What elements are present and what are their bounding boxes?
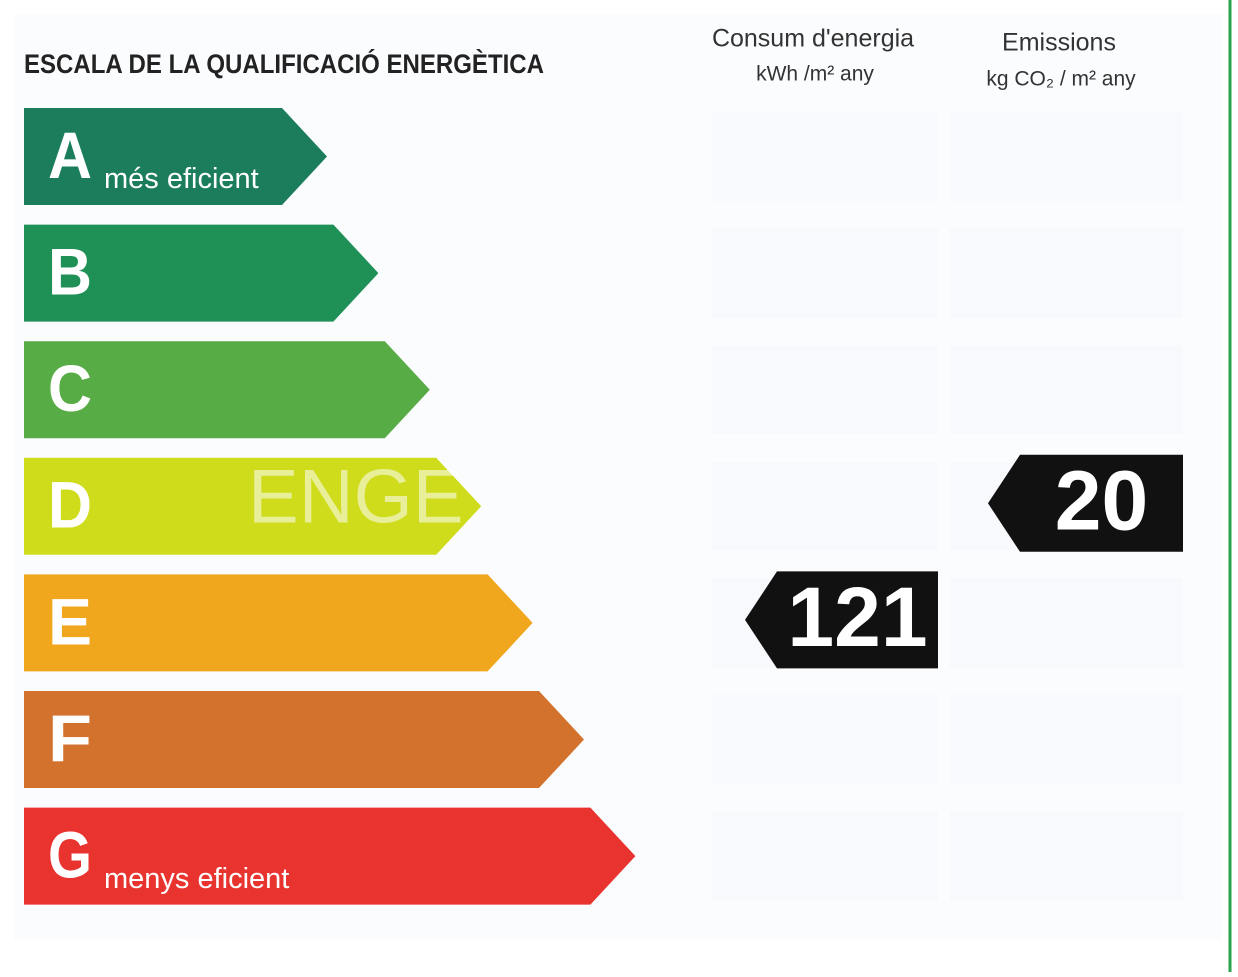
cell — [712, 461, 938, 551]
class-label: menys eficient — [104, 863, 289, 895]
class-letter: B — [48, 235, 92, 309]
cell — [950, 228, 1183, 318]
class-label: més eficient — [104, 163, 259, 195]
class-letter: A — [48, 118, 92, 192]
class-arrow — [24, 224, 379, 322]
class-letter: D — [48, 468, 92, 542]
cell — [712, 811, 938, 901]
class-arrow — [24, 691, 584, 788]
class-letter: C — [48, 351, 92, 425]
cell — [950, 345, 1183, 435]
value-arrow — [988, 454, 1183, 552]
cell — [712, 695, 938, 784]
cell — [712, 112, 938, 201]
cell — [712, 228, 938, 318]
cell — [712, 345, 938, 435]
class-letter: G — [48, 818, 92, 892]
class-letter: F — [48, 701, 92, 775]
class-letter: E — [48, 584, 92, 658]
column-unit: kg CO₂ / m² any — [986, 68, 1136, 91]
cell — [950, 695, 1183, 784]
class-arrow — [24, 807, 636, 905]
column-unit: kWh /m² any — [756, 63, 874, 86]
cell — [950, 811, 1183, 901]
column-title: Emissions — [1002, 29, 1116, 57]
value-arrow — [745, 571, 938, 669]
cell — [950, 578, 1183, 668]
class-arrow — [24, 457, 482, 555]
value: 20 — [1055, 453, 1148, 547]
watermark: ENGE — [248, 454, 463, 539]
class-arrow — [24, 108, 327, 205]
cell — [950, 112, 1183, 201]
value: 121 — [787, 570, 927, 664]
title: ESCALA DE LA QUALIFICACIÓ ENERGÈTICA — [24, 48, 544, 79]
class-arrow — [24, 341, 430, 439]
class-arrow — [24, 574, 533, 672]
column-title: Consum d'energia — [712, 25, 914, 53]
